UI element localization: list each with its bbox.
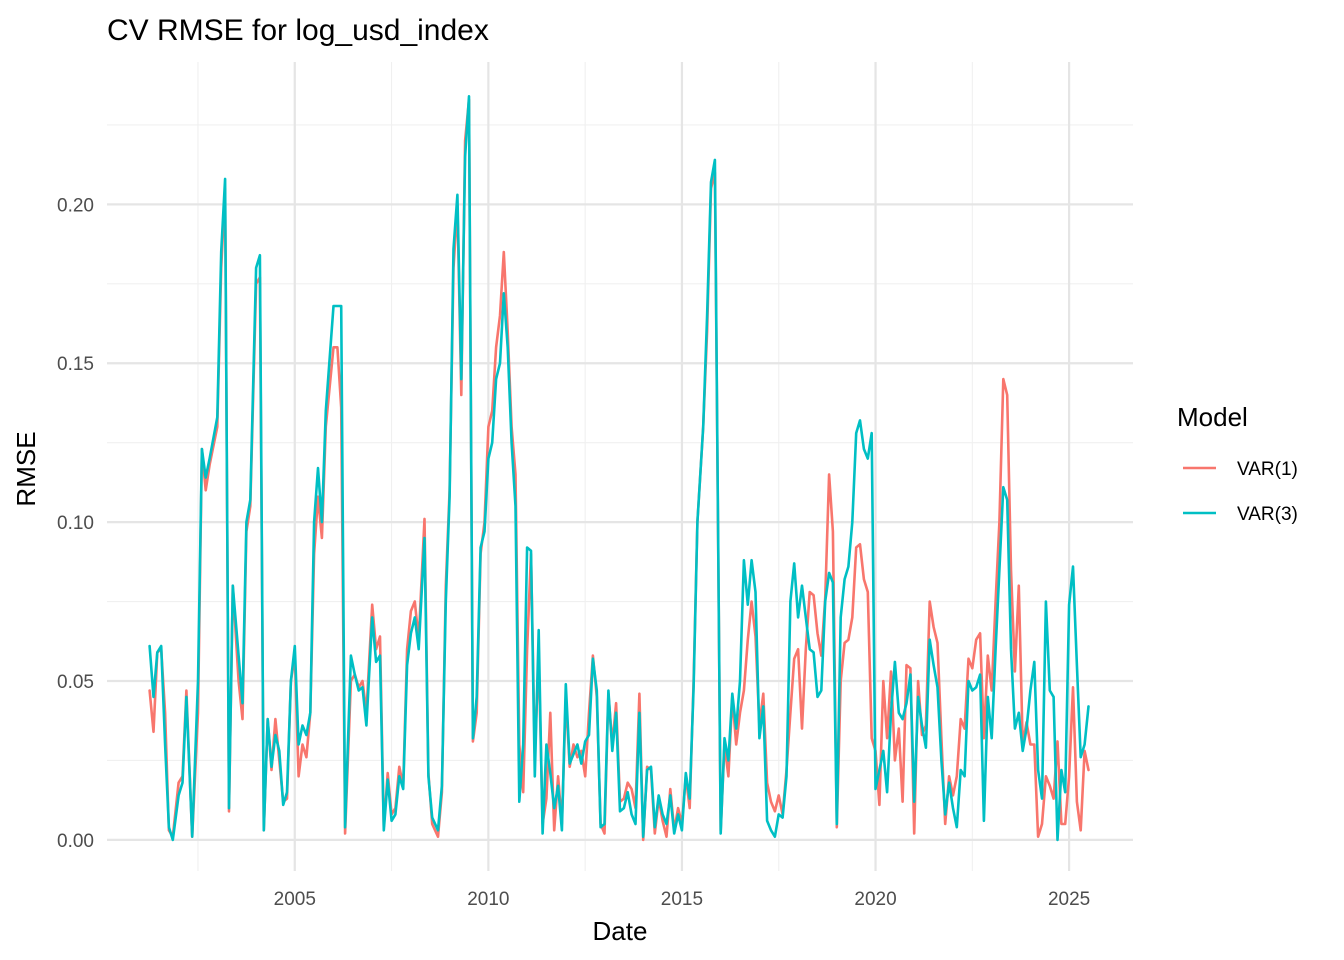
legend-label: VAR(3): [1237, 504, 1298, 525]
x-axis-title: Date: [593, 916, 648, 946]
x-axis-tick-labels: 2005 2010 2015 2020 2025: [274, 889, 1091, 910]
y-tick-label: 0.00: [57, 831, 94, 852]
series-lines: [148, 95, 1090, 842]
legend: Model VAR(1) VAR(3): [1177, 402, 1298, 525]
y-axis-tick-labels: 0.00 0.05 0.10 0.15 0.20: [57, 195, 94, 852]
x-tick-label: 2025: [1048, 889, 1090, 910]
x-tick-label: 2015: [661, 889, 703, 910]
y-tick-label: 0.10: [57, 513, 94, 534]
series-line-2: [148, 95, 1090, 842]
x-tick-label: 2010: [467, 889, 509, 910]
chart-title: CV RMSE for log_usd_index: [107, 14, 489, 47]
legend-label: VAR(1): [1237, 459, 1298, 480]
y-tick-label: 0.20: [57, 195, 94, 216]
legend-item: VAR(1): [1183, 459, 1298, 480]
legend-title: Model: [1177, 402, 1248, 432]
y-tick-label: 0.05: [57, 672, 94, 693]
y-axis-title: RMSE: [11, 431, 41, 506]
legend-item: VAR(3): [1183, 504, 1298, 525]
x-tick-label: 2005: [274, 889, 316, 910]
y-tick-label: 0.15: [57, 354, 94, 375]
x-tick-label: 2020: [854, 889, 896, 910]
